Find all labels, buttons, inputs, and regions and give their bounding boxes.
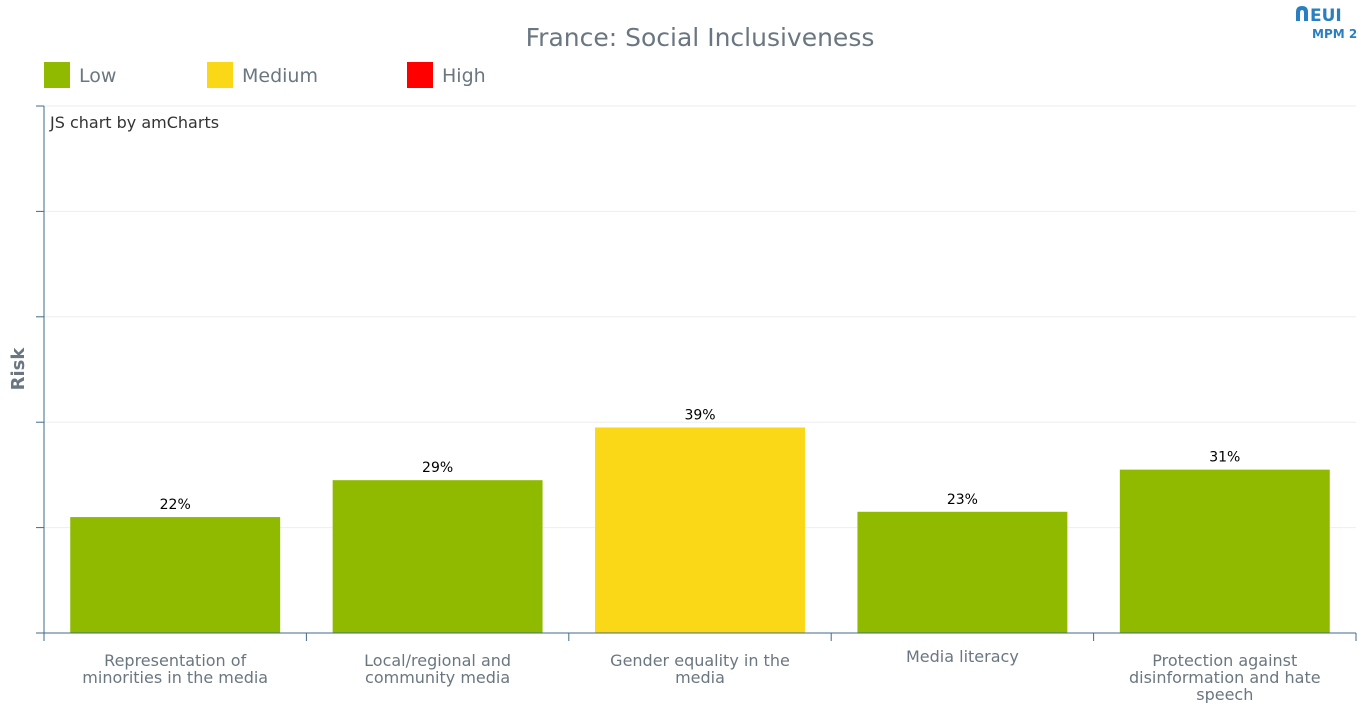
value-label: 31% [1209,450,1240,466]
eui-logo: EUI MPM 20 [1296,6,1358,41]
category-label: Protection against disinformation and hat… [1129,651,1321,703]
value-label: 29% [422,460,453,476]
x-ticks [43,633,1357,641]
bar[interactable] [595,427,805,633]
value-label: 23% [947,492,978,508]
value-label: 39% [684,407,715,423]
legend-swatch-high[interactable] [407,62,433,88]
bar[interactable] [332,480,543,633]
legend-swatch-medium[interactable] [207,62,233,88]
y-ticks [36,105,44,529]
bars [70,427,1330,633]
legend-label-low[interactable]: Low [79,65,116,87]
logo-text: EUI [1310,6,1342,26]
logo-subtext: MPM 20 [1312,27,1358,41]
chart-title: France: Social Inclusiveness [526,23,875,52]
category-label: Local/regional and community media [364,651,511,687]
legend: Low Medium High [44,62,486,88]
legend-label-medium[interactable]: Medium [242,65,318,87]
value-labels: 22% 29% 39% 23% 31% [160,407,1241,513]
legend-swatch-low[interactable] [44,62,70,88]
bar[interactable] [1119,469,1330,633]
legend-label-high[interactable]: High [442,65,486,87]
category-labels: Representation of minorities in the media… [82,647,1320,703]
bar[interactable] [70,517,281,633]
bar[interactable] [857,511,1068,633]
value-label: 22% [160,497,191,513]
category-label: Media literacy [906,647,1019,666]
chart-credit[interactable]: JS chart by amCharts [49,113,219,132]
y-axis-label: Risk [8,347,29,391]
category-label: Gender equality in the media [610,651,790,687]
category-label: Representation of minorities in the media [82,651,268,687]
